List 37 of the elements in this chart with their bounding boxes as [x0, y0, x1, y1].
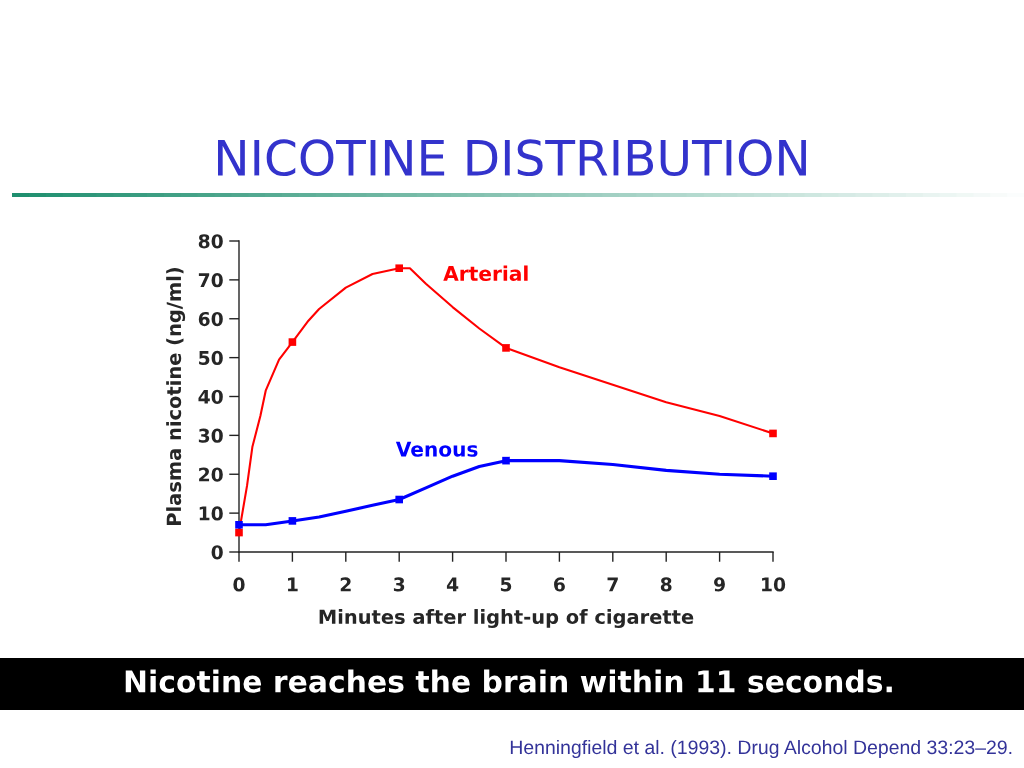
y-tick-label: 60 [198, 311, 223, 327]
point [502, 344, 510, 352]
x-tick-label: 3 [393, 577, 405, 592]
y-tick-label: 80 [198, 234, 223, 249]
point [235, 520, 243, 529]
point [235, 528, 243, 537]
x-tick-label: 9 [714, 577, 725, 592]
point [288, 517, 297, 525]
x-tick-label: 10 [762, 577, 786, 592]
x-tick-label: 7 [607, 577, 618, 592]
point [395, 264, 403, 273]
x-tick-label: 2 [340, 577, 351, 592]
x-tick-label: 5 [500, 577, 512, 592]
x-axis-title: Minutes after light-up of cigarette [319, 609, 694, 629]
point [769, 429, 777, 438]
x-tick-label: 4 [446, 577, 459, 592]
text: Henningfield et al. (1993). Drug Alcohol Depend 33:23–29. [510, 739, 1012, 759]
point [769, 472, 777, 480]
y-tick-label: 50 [199, 350, 223, 366]
x-tick-label: 8 [660, 577, 672, 592]
point [395, 495, 403, 504]
x-tick-label: 6 [554, 577, 565, 592]
x-tick-label: 1 [287, 577, 298, 592]
series-label: Arterial [443, 265, 528, 282]
y-tick-label: 30 [198, 428, 223, 443]
y-tick-label: 0 [211, 545, 223, 560]
point [288, 338, 297, 346]
y-tick-label: 10 [199, 506, 223, 521]
text: Nicotine reaches the brain within 11 seconds. [125, 669, 892, 693]
y-tick-label: 70 [198, 273, 223, 288]
series-label: Venous [395, 441, 478, 457]
x-tick-label: 0 [233, 577, 245, 592]
y-tick-label: 40 [198, 389, 223, 404]
y-tick-label: 20 [199, 467, 223, 482]
y-axis-title: Plasma nicotine (ng/ml) [166, 267, 186, 525]
point [502, 456, 510, 465]
chart-title: NICOTINE DISTRIBUTION [218, 139, 806, 177]
